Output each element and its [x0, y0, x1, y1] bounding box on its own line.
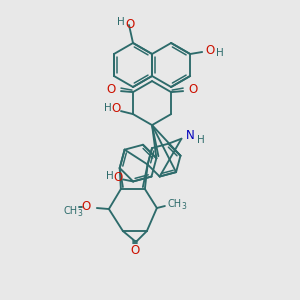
Text: O: O [125, 17, 135, 31]
Text: N: N [186, 129, 195, 142]
Text: H: H [196, 135, 204, 145]
Text: 3: 3 [77, 208, 82, 217]
Text: O: O [206, 44, 215, 58]
Text: H: H [104, 103, 112, 113]
Text: O: O [106, 82, 116, 96]
Text: O: O [111, 102, 121, 115]
Text: O: O [130, 244, 140, 256]
Text: H: H [106, 172, 114, 182]
Text: O: O [188, 82, 198, 96]
Text: CH: CH [64, 206, 78, 216]
Text: CH: CH [168, 199, 182, 209]
Text: H: H [117, 17, 125, 27]
Text: H: H [216, 48, 224, 58]
Text: O: O [81, 200, 91, 212]
Text: 3: 3 [182, 202, 186, 211]
Text: O: O [113, 171, 123, 184]
